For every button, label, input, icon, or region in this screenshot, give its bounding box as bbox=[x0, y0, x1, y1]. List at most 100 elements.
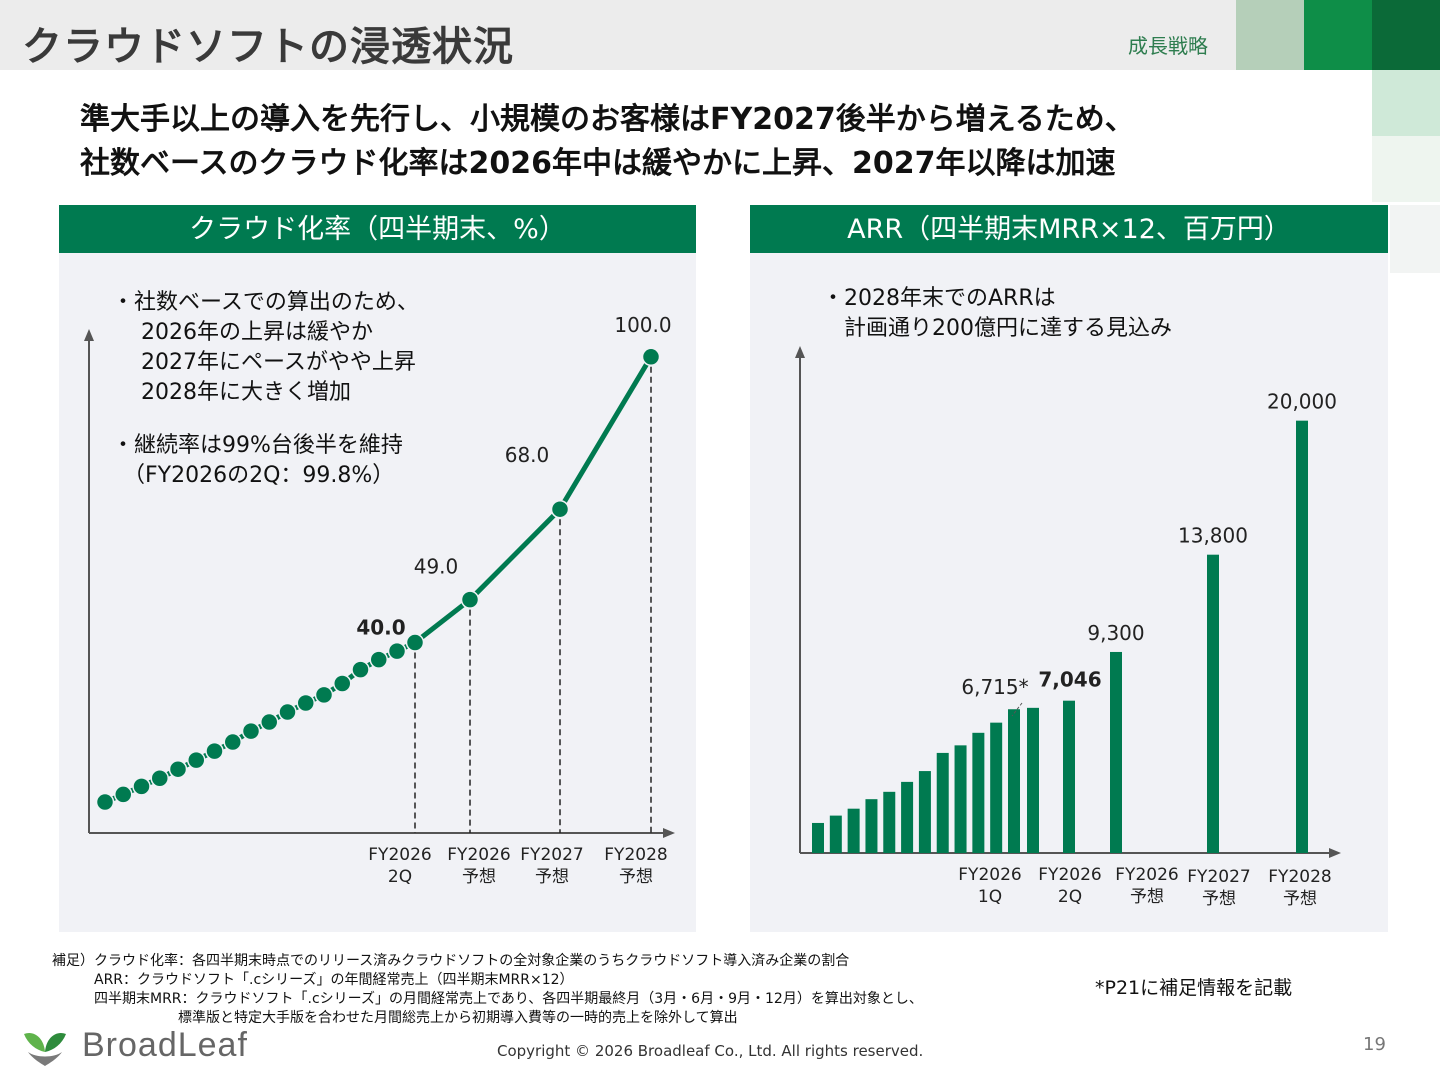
y-axis-arrow bbox=[795, 346, 805, 358]
series-line bbox=[104, 355, 654, 805]
data-point bbox=[314, 685, 334, 705]
bar bbox=[829, 815, 842, 853]
x-tick-label: 1Q bbox=[978, 887, 1002, 907]
data-label: 49.0 bbox=[414, 555, 459, 579]
accent-block-3 bbox=[1372, 0, 1440, 70]
footnote-line-3: 四半期末MRR：クラウドソフト「.cシリーズ」の月間経常売上であり、各四半期最終… bbox=[52, 991, 923, 1007]
data-label: 7,046 bbox=[1038, 668, 1101, 692]
bar bbox=[936, 752, 949, 853]
arr-bar-chart: 6,715*FY20261Q7,046FY20262Q9,300FY2026予想… bbox=[795, 346, 1341, 909]
header-bar bbox=[0, 0, 1440, 70]
footnote-line-2: ARR：クラウドソフト「.cシリーズ」の年間経常売上（四半期末MRR×12） bbox=[52, 972, 574, 988]
arr-note: ・2028年末でのARRは 計画通り200億円に達する見込み bbox=[822, 286, 1172, 341]
data-point bbox=[95, 792, 115, 812]
x-tick-label: 予想 bbox=[619, 867, 653, 887]
bar bbox=[1008, 709, 1020, 853]
x-tick-label: FY2026 bbox=[447, 845, 510, 865]
x-tick-label: FY2027 bbox=[1187, 867, 1250, 887]
copyright: Copyright © 2026 Broadleaf Co., Ltd. All… bbox=[497, 1042, 924, 1060]
bar bbox=[847, 808, 860, 853]
arr-panel-header: ARR（四半期末MRR×12、百万円） bbox=[750, 205, 1388, 253]
data-point bbox=[132, 777, 151, 796]
bar bbox=[918, 771, 931, 853]
x-tick-label: FY2028 bbox=[604, 845, 667, 865]
data-point bbox=[150, 768, 169, 788]
bar bbox=[990, 722, 1003, 853]
logo-wordmark: BroadLeaf bbox=[82, 1026, 248, 1064]
x-tick-label: FY2026 bbox=[1038, 865, 1101, 885]
bar bbox=[1110, 651, 1122, 853]
accent-block-4 bbox=[1372, 70, 1440, 136]
data-point bbox=[641, 347, 661, 367]
x-tick-label: 2Q bbox=[388, 867, 412, 887]
cloud-rate-note-1: ・社数ベースでの算出のため、 2026年の上昇は緩やか 2027年にペースがやや… bbox=[112, 290, 419, 405]
data-point bbox=[114, 785, 133, 804]
x-tick-label: 2Q bbox=[1058, 887, 1082, 907]
data-point bbox=[223, 732, 242, 752]
accent-block-5 bbox=[1372, 136, 1440, 202]
data-point bbox=[333, 674, 352, 693]
data-point bbox=[296, 693, 315, 713]
bar bbox=[1063, 700, 1075, 853]
x-tick-label: 予想 bbox=[1202, 889, 1236, 909]
bar bbox=[1207, 554, 1219, 853]
headline-line-2: 社数ベースのクラウド化率は2026年中は緩やかに上昇、2027年以降は加速 bbox=[80, 146, 1116, 181]
data-point bbox=[241, 721, 261, 741]
leader-line bbox=[1011, 702, 1023, 717]
accent-block-6 bbox=[1390, 205, 1440, 273]
data-point bbox=[405, 633, 425, 652]
x-tick-label: FY2027 bbox=[520, 845, 583, 865]
data-label: 20,000 bbox=[1267, 390, 1337, 414]
accent-block-2 bbox=[1304, 0, 1372, 70]
x-tick-label: 予想 bbox=[1283, 889, 1317, 909]
x-tick-label: FY2026 bbox=[368, 845, 431, 865]
data-point bbox=[205, 741, 224, 761]
data-label: 9,300 bbox=[1087, 621, 1144, 645]
cloud-rate-line-chart: 40.0FY20262Q49.0FY2026予想68.0FY2027予想100.… bbox=[84, 313, 675, 887]
data-label: 68.0 bbox=[505, 443, 550, 467]
section-label: 成長戦略 bbox=[1128, 34, 1208, 58]
x-axis-arrow bbox=[663, 828, 675, 838]
x-tick-label: FY2026 bbox=[1115, 865, 1178, 885]
data-point bbox=[187, 750, 206, 770]
data-label: 13,800 bbox=[1178, 524, 1248, 548]
footnote-line-4: 標準版と特定大手版を合わせた月間総売上から初期導入費等の一時的売上を除外して算出 bbox=[52, 1010, 738, 1026]
x-tick-label: FY2028 bbox=[1268, 867, 1331, 887]
x-tick-label: 予想 bbox=[462, 867, 496, 887]
x-tick-label: FY2026 bbox=[958, 865, 1021, 885]
bar bbox=[1027, 707, 1039, 853]
data-point bbox=[460, 590, 480, 609]
bar bbox=[972, 732, 985, 853]
data-point bbox=[550, 499, 570, 519]
data-point bbox=[168, 759, 188, 779]
cloud-rate-panel-header: クラウド化率（四半期末、%） bbox=[59, 205, 696, 253]
data-point bbox=[387, 641, 407, 661]
footnote-line-1: 補足）クラウド化率：各四半期末時点でのリリース済みクラウドソフトの全対象企業のう… bbox=[52, 953, 850, 969]
bar bbox=[883, 791, 896, 853]
cloud-rate-panel bbox=[59, 205, 696, 932]
accent-block-1 bbox=[1236, 0, 1304, 70]
page-number: 19 bbox=[1363, 1034, 1386, 1055]
data-point bbox=[369, 650, 388, 669]
data-label: 100.0 bbox=[614, 313, 671, 337]
data-point bbox=[260, 712, 279, 732]
leaf-icon bbox=[24, 1032, 66, 1066]
x-tick-label: 予想 bbox=[535, 867, 569, 887]
bar bbox=[954, 745, 967, 853]
broadleaf-logo: BroadLeaf bbox=[20, 1024, 320, 1074]
bar bbox=[865, 799, 878, 853]
headline-line-1: 準大手以上の導入を先行し、小規模のお客様はFY2027後半から増えるため、 bbox=[80, 102, 1135, 137]
y-axis-arrow bbox=[84, 329, 94, 341]
page-title: クラウドソフトの浸透状況 bbox=[22, 24, 514, 70]
cloud-rate-note-2: ・継続率は99%台後半を維持 （FY2026の2Q：99.8%） bbox=[112, 433, 403, 488]
data-point bbox=[351, 660, 370, 679]
bar bbox=[1296, 420, 1308, 853]
data-point bbox=[278, 702, 297, 722]
bar bbox=[901, 781, 914, 853]
data-label: 40.0 bbox=[356, 616, 405, 640]
headline: 準大手以上の導入を先行し、小規模のお客様はFY2027後半から増えるため、 社数… bbox=[80, 98, 1135, 186]
x-tick-label: 予想 bbox=[1130, 887, 1164, 907]
x-axis-arrow bbox=[1329, 848, 1341, 858]
data-label: 6,715* bbox=[961, 675, 1028, 699]
bar bbox=[812, 822, 824, 853]
